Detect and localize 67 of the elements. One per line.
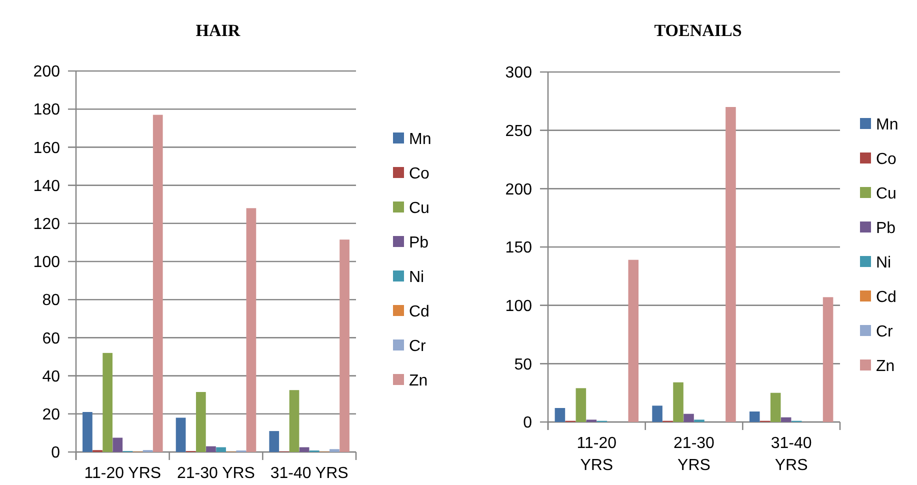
y-tick-label: 80 <box>42 292 60 310</box>
legend-label: Pb <box>409 234 429 252</box>
bar <box>102 352 113 452</box>
bar <box>112 438 123 452</box>
y-tick-label: 160 <box>33 140 60 157</box>
bar <box>628 260 639 422</box>
legend-label: Cu <box>876 186 896 203</box>
bar <box>780 417 792 422</box>
y-tick-label: 180 <box>33 102 60 119</box>
y-tick-label: 40 <box>42 368 60 386</box>
x-tick-label: 31-40 YRS <box>270 465 348 482</box>
legend-label: Cd <box>409 304 430 321</box>
bar <box>576 388 586 422</box>
y-tick-label: 100 <box>505 298 532 315</box>
legend-label: Cr <box>876 324 894 341</box>
y-tick-label: 60 <box>42 330 60 348</box>
x-tick-label: 31-40 YRS <box>770 435 812 474</box>
y-tick-label: 20 <box>42 406 60 424</box>
bar <box>216 447 226 452</box>
x-tick-label: 11-20 YRS <box>576 435 617 474</box>
legend-label: Co <box>876 151 897 168</box>
bar <box>330 449 340 452</box>
bar <box>196 392 206 452</box>
bar <box>206 446 216 452</box>
y-tick-label: 0 <box>523 414 532 432</box>
x-tick-label: 21-30 YRS <box>177 465 255 482</box>
y-tick-label: 0 <box>51 444 60 462</box>
y-tick-label: 200 <box>505 181 532 198</box>
legend-label: Cu <box>409 200 430 218</box>
bar <box>652 406 662 422</box>
y-tick-label: 100 <box>33 254 60 272</box>
bar <box>726 107 736 422</box>
bar <box>822 297 834 422</box>
bar <box>82 412 92 452</box>
y-tick-label: 150 <box>505 240 532 257</box>
bar <box>289 390 300 452</box>
y-tick-label: 50 <box>514 356 532 374</box>
bar <box>246 208 256 452</box>
bar <box>554 408 566 422</box>
legend-label: Zn <box>876 358 895 376</box>
y-tick-label: 200 <box>33 64 60 81</box>
legend-label: Cd <box>876 289 896 306</box>
y-tick-label: 300 <box>505 64 532 82</box>
chart-title: HAIR <box>196 21 241 40</box>
legend-label: Mn <box>409 131 432 148</box>
x-tick-label: 11-20 YRS <box>84 465 162 482</box>
bar <box>152 114 163 452</box>
bar <box>340 240 350 452</box>
bar <box>176 418 186 452</box>
x-tick-label: 21-30 YRS <box>674 435 715 474</box>
bar <box>299 447 310 452</box>
y-tick-label: 120 <box>33 216 60 233</box>
legend-label: Ni <box>409 269 424 286</box>
y-tick-label: 140 <box>33 178 60 195</box>
bar <box>673 382 684 422</box>
legend-label: Mn <box>876 116 898 134</box>
legend-label: Co <box>409 166 430 183</box>
legend-label: Cr <box>409 338 427 356</box>
legend-label: Pb <box>876 220 896 238</box>
bar <box>770 392 781 422</box>
y-tick-label: 250 <box>505 122 532 140</box>
chart-title: TOENAILS <box>654 21 742 40</box>
bar <box>684 414 694 422</box>
legend-label: Ni <box>876 254 892 272</box>
bar <box>749 412 760 422</box>
legend-label: Zn <box>409 372 428 390</box>
bar <box>269 431 280 452</box>
